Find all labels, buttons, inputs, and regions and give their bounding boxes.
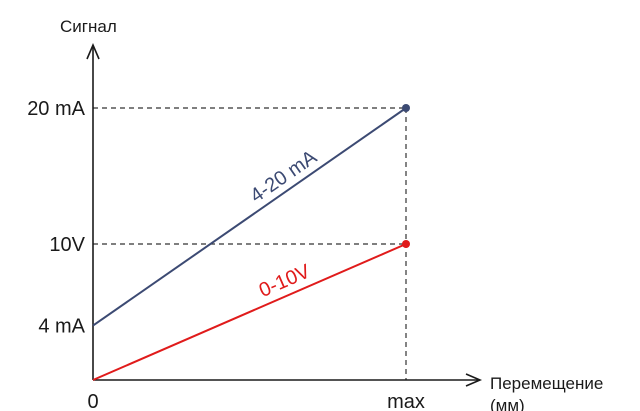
x-axis-title-line-2: (мм) bbox=[490, 396, 525, 411]
y-axis-arrow bbox=[86, 42, 100, 60]
series-line bbox=[92, 243, 407, 381]
x-axis-title: Перемещение (мм) bbox=[490, 374, 603, 411]
y-tick-label: 20 mA bbox=[27, 98, 85, 120]
y-tick-label: 4 mA bbox=[38, 316, 85, 338]
y-tick-label: 10V bbox=[49, 234, 85, 256]
series-line bbox=[92, 107, 407, 327]
series-end-point bbox=[402, 240, 410, 248]
x-tick-label: max bbox=[387, 391, 425, 411]
y-axis-title: Сигнал bbox=[60, 17, 117, 36]
x-tick-label: 0 bbox=[87, 391, 98, 411]
series-end-point bbox=[402, 104, 410, 112]
x-axis-arrow bbox=[465, 373, 483, 387]
series-label: 4-20 mA bbox=[246, 146, 321, 208]
x-axis-title-line-1: Перемещение bbox=[490, 374, 603, 393]
